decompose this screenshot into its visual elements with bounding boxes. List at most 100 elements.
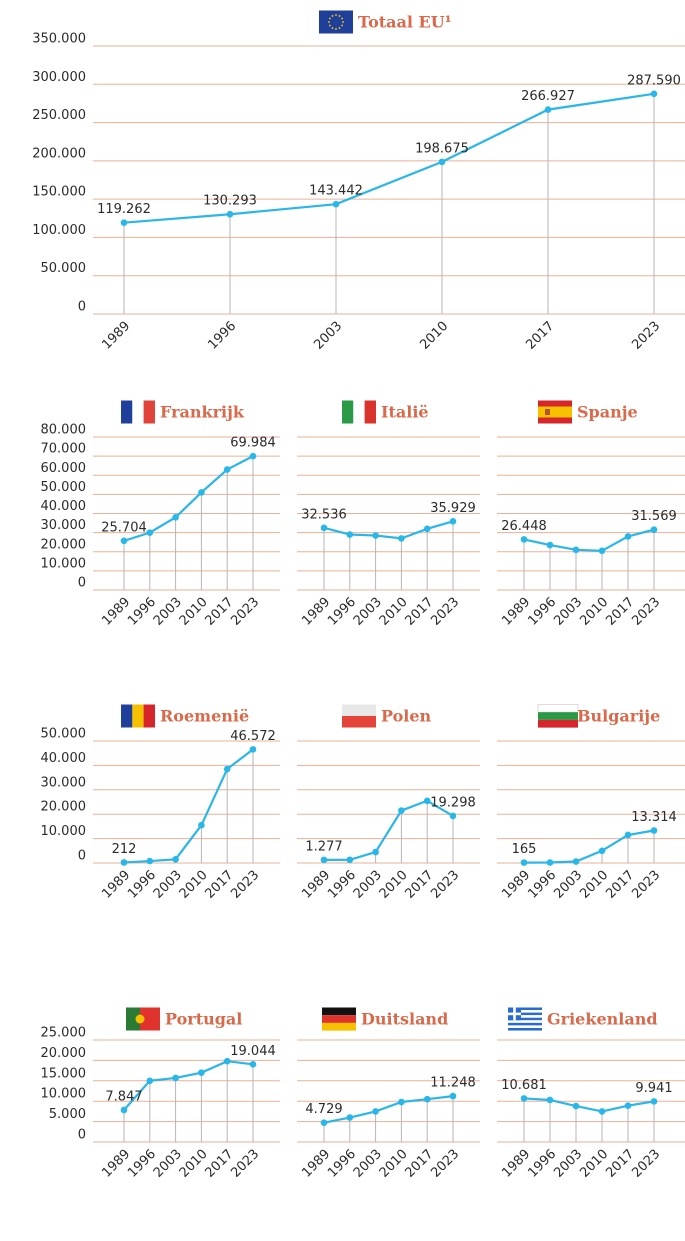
point: [520, 1095, 528, 1102]
point: [572, 1102, 580, 1110]
chart-title: Griekenland: [547, 1010, 658, 1029]
flag: [342, 704, 376, 716]
panel: Roemenië 0 10.000 20.000 30.000 40.000 50.000 2…: [41, 704, 280, 902]
point: [544, 106, 552, 113]
data-label: 19.044: [230, 1044, 276, 1059]
point: [449, 1092, 457, 1100]
series-line: [323, 1095, 454, 1124]
y-tick-label: 0: [78, 1128, 86, 1143]
data-label: 26.448: [501, 519, 547, 534]
y-tick-label: 300.000: [32, 70, 86, 85]
point: [572, 858, 580, 865]
flag: [143, 704, 155, 728]
x-tick-label: 2017: [402, 1147, 436, 1181]
point: [198, 821, 205, 829]
point: [598, 847, 606, 855]
data-label: 13.314: [631, 810, 677, 825]
series-line: [123, 748, 254, 864]
x-tick-label: 1996: [525, 868, 559, 902]
flag: [126, 1007, 140, 1031]
y-tick-label: 250.000: [32, 108, 86, 123]
flag: [508, 1020, 542, 1023]
x-tick-label: 2023: [629, 1147, 663, 1181]
y-tick-label: 10.000: [41, 1087, 87, 1102]
point: [146, 529, 154, 536]
flag: [140, 1007, 160, 1031]
x-tick-label: 2003: [551, 868, 585, 902]
chart-title: Frankrijk: [160, 403, 245, 422]
point: [650, 90, 658, 98]
point: [398, 1098, 405, 1106]
point: [172, 1074, 179, 1082]
x-tick-label: 2023: [428, 595, 462, 629]
x-tick-label: 1996: [325, 1147, 359, 1181]
flag: [319, 10, 353, 34]
data-label: 31.569: [631, 509, 677, 524]
x-tick-label: 2010: [377, 1147, 411, 1181]
x-tick-label: 2010: [177, 868, 211, 902]
x-tick-label: 2010: [177, 595, 211, 629]
point: [120, 219, 128, 226]
x-tick-label: 1989: [99, 1147, 133, 1181]
y-tick-label: 10.000: [41, 556, 87, 571]
chart-title: Italië: [381, 403, 429, 422]
data-label: 287.590: [627, 73, 681, 88]
x-tick-label: 2003: [351, 1147, 385, 1181]
series-line: [123, 455, 254, 542]
x-tick-label: 2023: [228, 868, 262, 902]
y-tick-label: 25.000: [41, 1026, 87, 1041]
point: [572, 546, 580, 554]
chart-title: Roemenië: [160, 707, 249, 726]
flag-star: [341, 17, 343, 20]
x-tick-label: 1996: [205, 319, 239, 353]
point: [624, 533, 632, 540]
x-tick-label: 2010: [177, 1147, 211, 1181]
flag-star: [335, 14, 337, 16]
x-tick-label: 1989: [499, 595, 533, 629]
data-label: 4.729: [305, 1102, 342, 1117]
y-tick-label: 50.000: [41, 480, 87, 495]
x-tick-label: 2017: [603, 868, 637, 902]
series-line: [123, 1060, 254, 1111]
point: [372, 1108, 379, 1115]
x-tick-label: 2023: [428, 868, 462, 902]
x-tick-label: 2010: [577, 595, 611, 629]
series-line: [323, 520, 454, 540]
x-tick-label: 2023: [629, 319, 663, 353]
point: [146, 1077, 154, 1085]
data-label: 69.984: [230, 436, 276, 451]
y-tick-label: 15.000: [41, 1066, 87, 1081]
x-tick-label: 1989: [99, 319, 133, 353]
x-tick-label: 2017: [202, 868, 236, 902]
x-tick-label: 2023: [629, 595, 663, 629]
y-tick-label: 30.000: [41, 518, 87, 533]
panel: Spanje 26.448 31.569 1989199620032010201720…: [497, 400, 685, 629]
point: [146, 857, 154, 865]
x-tick-label: 2003: [151, 868, 185, 902]
data-label: 10.681: [501, 1078, 547, 1093]
series-line: [323, 799, 454, 861]
y-tick-label: 50.000: [41, 261, 87, 276]
x-tick-label: 1996: [325, 595, 359, 629]
flag: [508, 1012, 521, 1016]
y-tick-label: 0: [78, 576, 86, 591]
point: [438, 158, 446, 166]
x-tick-label: 1989: [299, 1147, 333, 1181]
point: [650, 827, 658, 834]
panel: Italië 32.536 35.929 1989199620032010201720…: [297, 400, 480, 629]
point: [249, 1061, 257, 1068]
y-tick-label: 20.000: [41, 1046, 87, 1061]
flag: [132, 704, 144, 728]
flag-star: [342, 21, 344, 23]
flag: [322, 1015, 356, 1023]
flag: [508, 1010, 542, 1013]
x-tick-label: 2003: [351, 595, 385, 629]
x-tick-label: 2017: [402, 868, 436, 902]
x-tick-label: 2017: [523, 319, 557, 353]
x-tick-label: 2023: [428, 1147, 462, 1181]
chart-title: Spanje: [577, 403, 638, 422]
data-label: 7.847: [105, 1089, 142, 1104]
point: [120, 1106, 128, 1114]
y-tick-label: 0: [78, 849, 86, 864]
